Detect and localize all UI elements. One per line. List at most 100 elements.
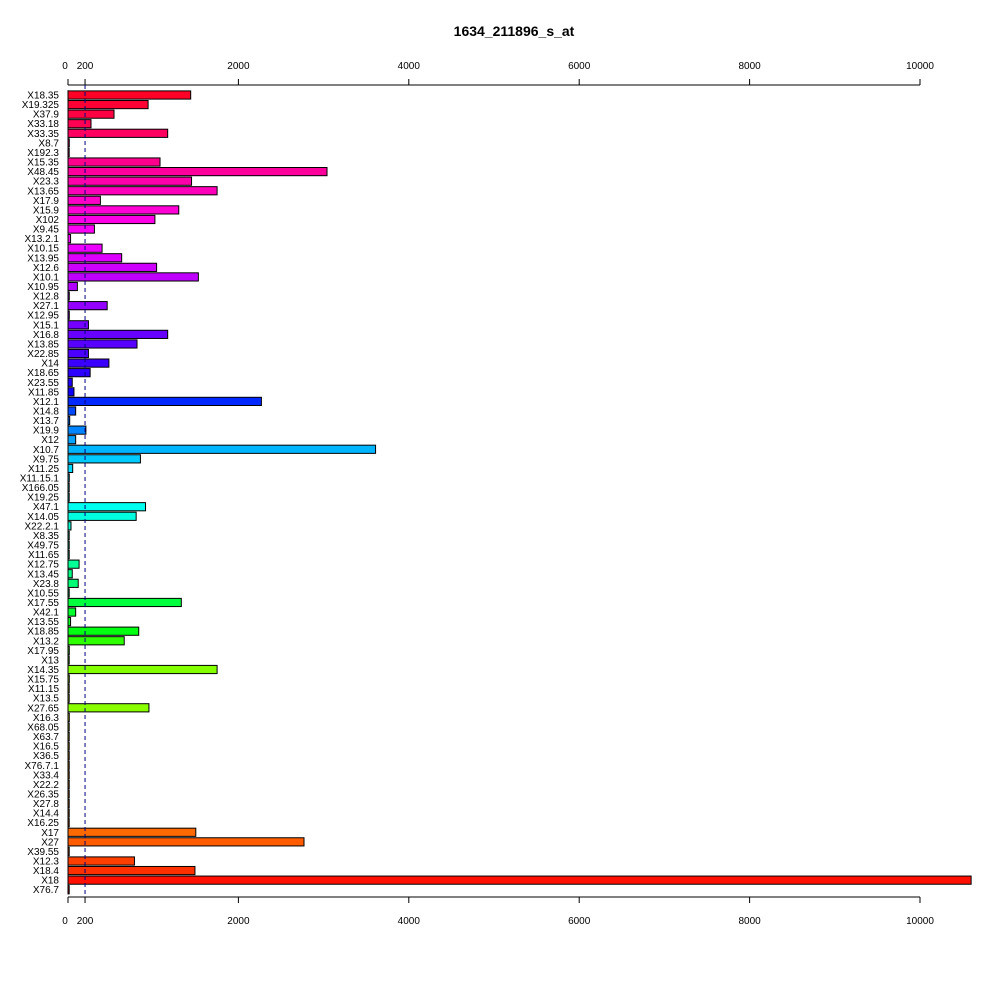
category-label: X10.7 bbox=[33, 445, 60, 456]
x-tick-label: 6000 bbox=[568, 61, 591, 72]
category-label: X42.1 bbox=[33, 608, 60, 619]
category-label: X17.55 bbox=[27, 598, 59, 609]
category-label: X10.55 bbox=[27, 588, 59, 599]
category-label: X33.35 bbox=[27, 129, 59, 140]
category-label: X39.55 bbox=[27, 847, 59, 858]
bar bbox=[67, 281, 78, 292]
category-label: X22.2 bbox=[33, 780, 60, 791]
category-label: X13.5 bbox=[33, 694, 60, 705]
bar bbox=[67, 301, 108, 311]
category-label: X10.95 bbox=[27, 282, 59, 293]
bar bbox=[67, 368, 91, 378]
category-label: X76.7 bbox=[33, 885, 60, 896]
chart-title: 1634_211896_s_at bbox=[454, 23, 575, 39]
x-tick-label: 6000 bbox=[568, 916, 591, 927]
category-label: X9.45 bbox=[33, 225, 60, 236]
category-label: X16.25 bbox=[27, 818, 59, 829]
category-label: X17 bbox=[41, 828, 59, 839]
category-label: X27.1 bbox=[33, 301, 60, 312]
category-label: X13.2.1 bbox=[25, 234, 60, 245]
category-label: X14.8 bbox=[33, 406, 60, 417]
category-label: X166.05 bbox=[22, 483, 60, 494]
category-label: X13.7 bbox=[33, 416, 60, 427]
x-tick-label: 8000 bbox=[738, 61, 761, 72]
bar bbox=[67, 827, 197, 837]
bar bbox=[67, 339, 138, 349]
category-label: X12.75 bbox=[27, 560, 59, 571]
bar bbox=[67, 559, 80, 569]
bar bbox=[67, 703, 150, 713]
category-label: X14 bbox=[41, 359, 59, 370]
category-label: X22.85 bbox=[27, 349, 59, 360]
category-label: X12.95 bbox=[27, 311, 59, 322]
bar bbox=[67, 262, 158, 272]
category-label: X17.9 bbox=[33, 196, 60, 207]
category-label: X16.8 bbox=[33, 330, 60, 341]
bar bbox=[67, 664, 218, 675]
bar bbox=[67, 195, 101, 205]
category-label: X68.05 bbox=[27, 722, 59, 733]
x-tick-label: 0 bbox=[62, 916, 68, 927]
category-label: X19.325 bbox=[22, 100, 60, 111]
category-label: X12.6 bbox=[33, 263, 60, 274]
bar bbox=[67, 99, 149, 110]
category-label: X15.9 bbox=[33, 205, 60, 216]
category-label: X8.7 bbox=[38, 138, 59, 149]
category-label: X27.65 bbox=[27, 703, 59, 714]
bar bbox=[67, 444, 377, 454]
x-tick-label: 10000 bbox=[906, 916, 934, 927]
category-label: X23.8 bbox=[33, 579, 60, 590]
category-label: X9.75 bbox=[33, 454, 60, 465]
category-label: X26.35 bbox=[27, 789, 59, 800]
category-label: X33.18 bbox=[27, 119, 59, 130]
x-tick-label: 4000 bbox=[398, 61, 421, 72]
bar bbox=[67, 569, 73, 579]
category-label: X19.25 bbox=[27, 493, 59, 504]
category-label: X13.45 bbox=[27, 569, 59, 580]
category-label: X192.3 bbox=[27, 148, 59, 159]
category-label: X18.35 bbox=[27, 91, 59, 102]
category-label: X11.65 bbox=[28, 550, 59, 561]
category-label: X13 bbox=[41, 655, 59, 666]
bar bbox=[67, 109, 115, 119]
category-label: X18.65 bbox=[27, 368, 59, 379]
category-label: X14.05 bbox=[27, 512, 59, 523]
bar bbox=[67, 186, 218, 196]
bar bbox=[67, 636, 125, 646]
category-label: X48.45 bbox=[27, 167, 59, 178]
bar bbox=[67, 463, 74, 474]
category-label: X13.65 bbox=[27, 186, 59, 197]
bar bbox=[67, 253, 123, 263]
bar bbox=[67, 119, 92, 129]
bar bbox=[67, 856, 135, 866]
bar bbox=[67, 272, 199, 282]
category-label: X16.3 bbox=[33, 713, 60, 724]
x-tick-label: 8000 bbox=[738, 916, 761, 927]
category-label: X11.85 bbox=[28, 387, 59, 398]
category-label: X27 bbox=[41, 837, 59, 848]
category-label: X22.2.1 bbox=[25, 521, 60, 532]
category-label: X10.1 bbox=[33, 272, 60, 283]
x-tick-label: 10000 bbox=[906, 61, 934, 72]
x-tick-label: 2000 bbox=[227, 61, 250, 72]
category-label: X15.75 bbox=[27, 675, 59, 686]
category-label: X102 bbox=[36, 215, 60, 226]
category-label: X18.4 bbox=[33, 866, 60, 877]
category-label: X14.35 bbox=[27, 665, 59, 676]
bar bbox=[67, 224, 95, 234]
category-label: X36.5 bbox=[33, 751, 60, 762]
category-label: X13.2 bbox=[33, 636, 60, 647]
category-label: X12.1 bbox=[33, 397, 60, 408]
category-label: X15.1 bbox=[33, 320, 60, 331]
bar bbox=[67, 176, 193, 186]
bar bbox=[67, 406, 77, 416]
category-label: X63.7 bbox=[33, 732, 60, 743]
category-label: X33.4 bbox=[33, 770, 60, 781]
category-label: X47.1 bbox=[33, 502, 60, 513]
category-label: X12 bbox=[41, 435, 59, 446]
bar bbox=[67, 90, 192, 100]
x-tick-label: 200 bbox=[77, 61, 94, 72]
bar bbox=[67, 837, 305, 847]
